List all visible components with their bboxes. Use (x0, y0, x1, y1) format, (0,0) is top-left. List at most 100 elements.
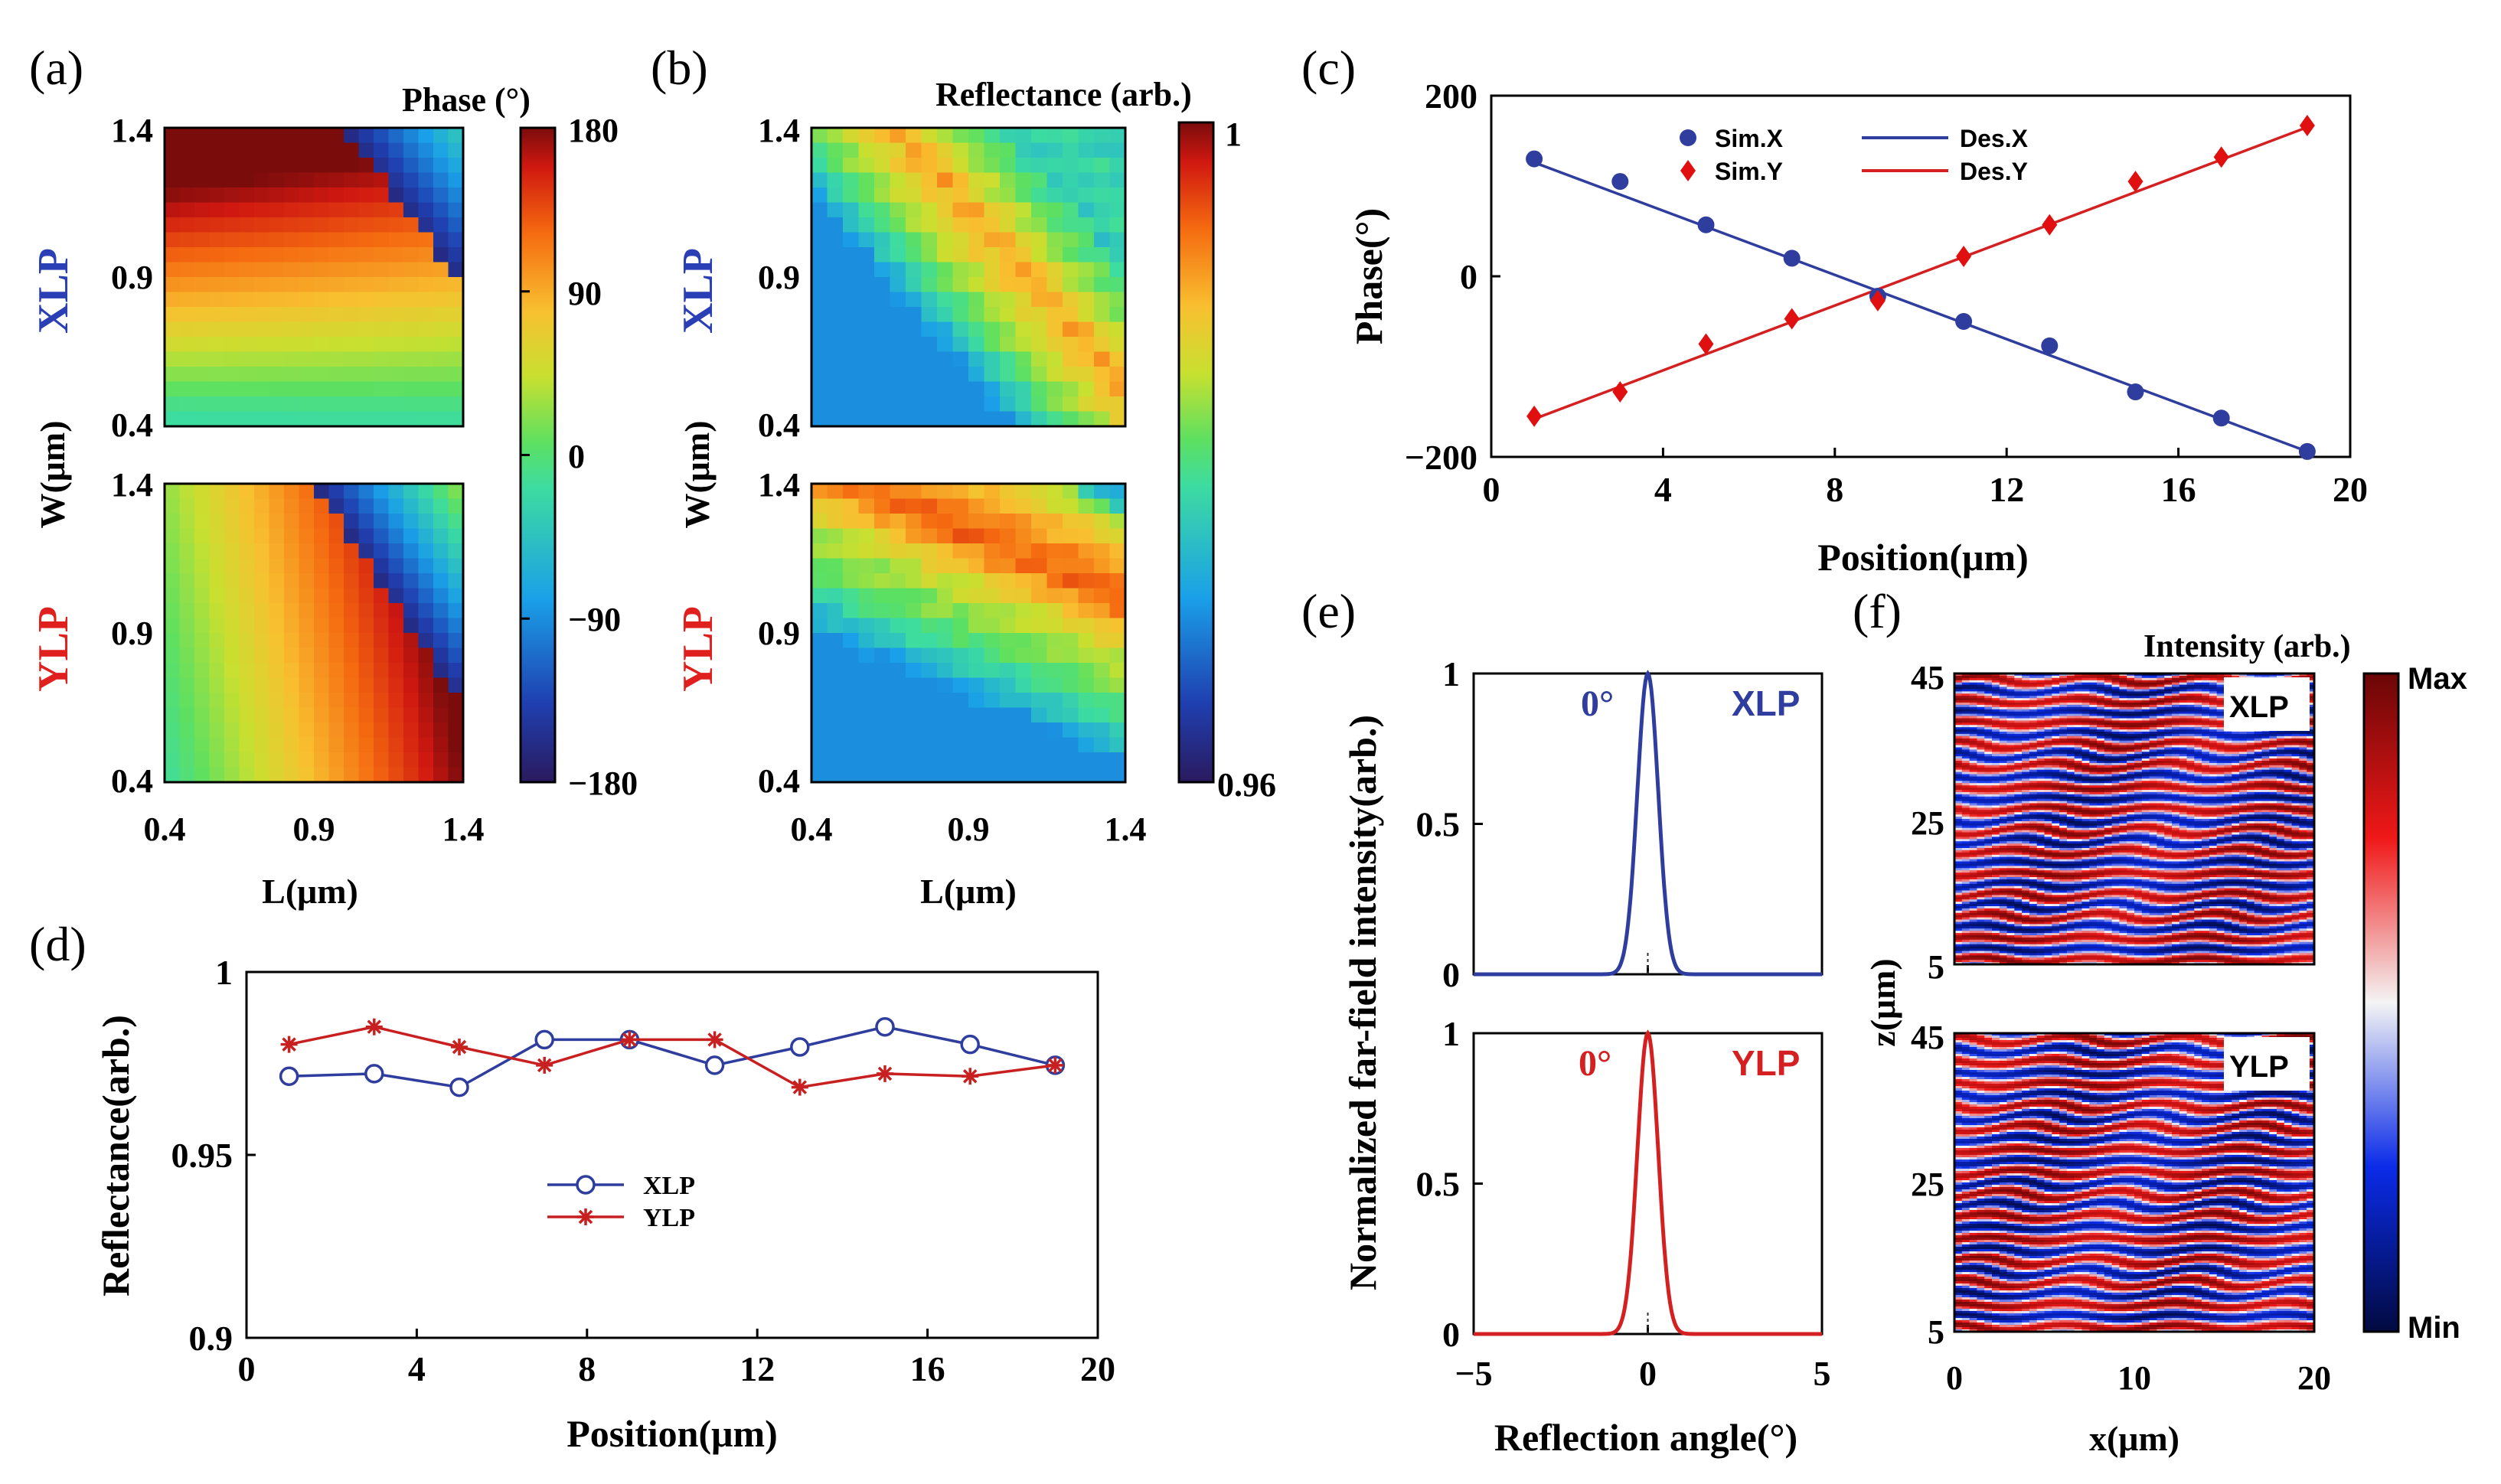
panel-f-xtick: 0 (1946, 1359, 1963, 1397)
panel-b-xlabel: L(μm) (920, 872, 1017, 911)
legend-xlp: XLP (643, 1172, 695, 1200)
point-YLP (877, 1065, 893, 1082)
point-Sim.X (1955, 313, 1973, 330)
x-tick-label: 5 (1814, 1354, 1831, 1393)
point-XLP (960, 1034, 980, 1055)
panel-a-cbar-tick: 0 (568, 438, 585, 475)
panel-a-ytick: 0.9 (111, 615, 153, 652)
panel-f-xtick: 20 (2297, 1359, 2331, 1397)
x-tick-label: −5 (1455, 1354, 1492, 1393)
panel-f: (f) Intensity (arb.) XLP YLP 45 25 5 45 … (1853, 584, 2467, 1458)
panel-f-ytick: 45 (1911, 1019, 1944, 1056)
point-Sim.Y (2213, 146, 2229, 168)
panel-a-ytick: 0.4 (111, 762, 153, 800)
panel-a-cbar-tick: −90 (568, 601, 621, 638)
panel-f-colorbar (2362, 672, 2400, 1333)
panel-f-label-xlp: XLP (2229, 690, 2289, 724)
series-line-Des.X (1533, 161, 2308, 453)
x-tick-label: 0 (1639, 1354, 1657, 1393)
y-tick-label: 200 (1425, 77, 1477, 116)
point-XLP (875, 1016, 895, 1037)
panel-a-ytick: 0.9 (111, 259, 153, 296)
panel-e-ylabel: Normalized far-field intensity(arb.) (1341, 715, 1384, 1290)
point-Sim.X (2041, 337, 2059, 354)
legend-des-y: Des.Y (1960, 158, 2028, 185)
panel-a-ylabel: W(μm) (33, 420, 72, 528)
panel-b-ytick: 0.9 (758, 259, 800, 296)
panel-f-ytick: 5 (1928, 948, 1944, 986)
panel-d-plot: 0 4 8 12 16 20 1 0.95 0.9 (171, 953, 1116, 1388)
panel-f-ylabel: z(μm) (1863, 958, 1902, 1046)
panel-f-ylp-box (2224, 1037, 2310, 1091)
x-tick-label: 4 (1654, 470, 1672, 509)
x-tick-label: 20 (2333, 470, 2368, 509)
series-line-YLP (289, 1025, 1056, 1089)
series-line-XLP (289, 1025, 1056, 1089)
heatmap-a-bottom (165, 484, 464, 783)
panel-label-c: (c) (1301, 41, 1356, 95)
panel-f-cbar-tick: Max (2408, 662, 2467, 696)
y-tick-label: −200 (1405, 438, 1477, 477)
heatmap-b-bottom (811, 484, 1126, 783)
panel-a-xlabel: L(μm) (262, 872, 358, 911)
y-tick-label: 0.5 (1416, 805, 1461, 844)
y-tick-label: 0.5 (1416, 1165, 1461, 1204)
legend-ylp: YLP (643, 1204, 695, 1232)
panel-c-xlabel: Position(μm) (1817, 536, 2029, 579)
heatmap-a-top (165, 128, 464, 427)
panel-b-cbar-tick: 0.96 (1217, 766, 1276, 804)
panel-f-ytick: 5 (1928, 1313, 1944, 1351)
panel-b-xtick: 1.4 (1105, 810, 1147, 848)
panel-b-colorbar (1177, 121, 1215, 784)
panel-label-a: (a) (29, 41, 83, 95)
panel-d-legend: XLP YLP (547, 1172, 695, 1232)
point-Sim.Y (1526, 405, 1543, 427)
point-YLP (536, 1056, 553, 1074)
panel-a-cbar-tick: 90 (568, 275, 602, 312)
point-Sim.Y (2127, 171, 2143, 193)
y-tick-label: 0.95 (171, 1136, 233, 1175)
panel-b-row-label-xlp: XLP (674, 248, 722, 334)
panel-b-cbar-tick: 1 (1225, 116, 1242, 153)
panel-e-label-xlp: XLP (1732, 683, 1800, 723)
x-tick-label: 12 (740, 1349, 775, 1388)
point-YLP (280, 1036, 298, 1053)
point-XLP (364, 1064, 384, 1084)
panel-d-ylabel: Reflectance(arb.) (94, 1015, 137, 1296)
panel-f-ytick: 45 (1911, 659, 1944, 696)
panel-f-ytick: 25 (1911, 804, 1944, 842)
point-Sim.Y (1956, 246, 1972, 268)
point-XLP (449, 1077, 469, 1098)
panel-a-ytick: 1.4 (111, 112, 153, 149)
point-XLP (790, 1037, 810, 1057)
far-field-curve-XLP (1474, 670, 1822, 977)
point-Sim.X (1783, 250, 1801, 267)
panel-a-title: Phase (°) (402, 81, 531, 119)
legend-sim-x: Sim.X (1715, 125, 1784, 152)
panel-label-d: (d) (29, 917, 87, 971)
legend-sim-y: Sim.Y (1715, 158, 1783, 185)
y-tick-label: 0.9 (189, 1319, 233, 1358)
panel-b-ytick: 0.4 (758, 762, 800, 800)
panel-a-xtick: 1.4 (442, 810, 485, 848)
panel-b-xtick: 0.4 (791, 810, 833, 848)
point-Sim.X (2212, 409, 2230, 427)
panel-d-xlabel: Position(μm) (566, 1412, 778, 1455)
panel-b-ytick: 1.4 (758, 466, 800, 504)
legend-des-x: Des.X (1960, 125, 2029, 152)
panel-b: (b) Reflectance (arb.) XLP YLP W(μm) 1.4… (651, 41, 1276, 911)
panel-a-cbar-tick: 180 (568, 112, 619, 149)
panel-a: (a) Phase (°) XLP YLP W(μm) 1.4 0.9 0.4 … (29, 41, 638, 911)
panel-a-colorbar-ticks (521, 126, 530, 784)
point-YLP (365, 1018, 383, 1036)
panel-f-xtick: 10 (2117, 1359, 2151, 1397)
point-XLP (704, 1055, 725, 1075)
x-tick-label: 12 (1989, 470, 2024, 509)
panel-f-ytick: 25 (1911, 1166, 1944, 1203)
